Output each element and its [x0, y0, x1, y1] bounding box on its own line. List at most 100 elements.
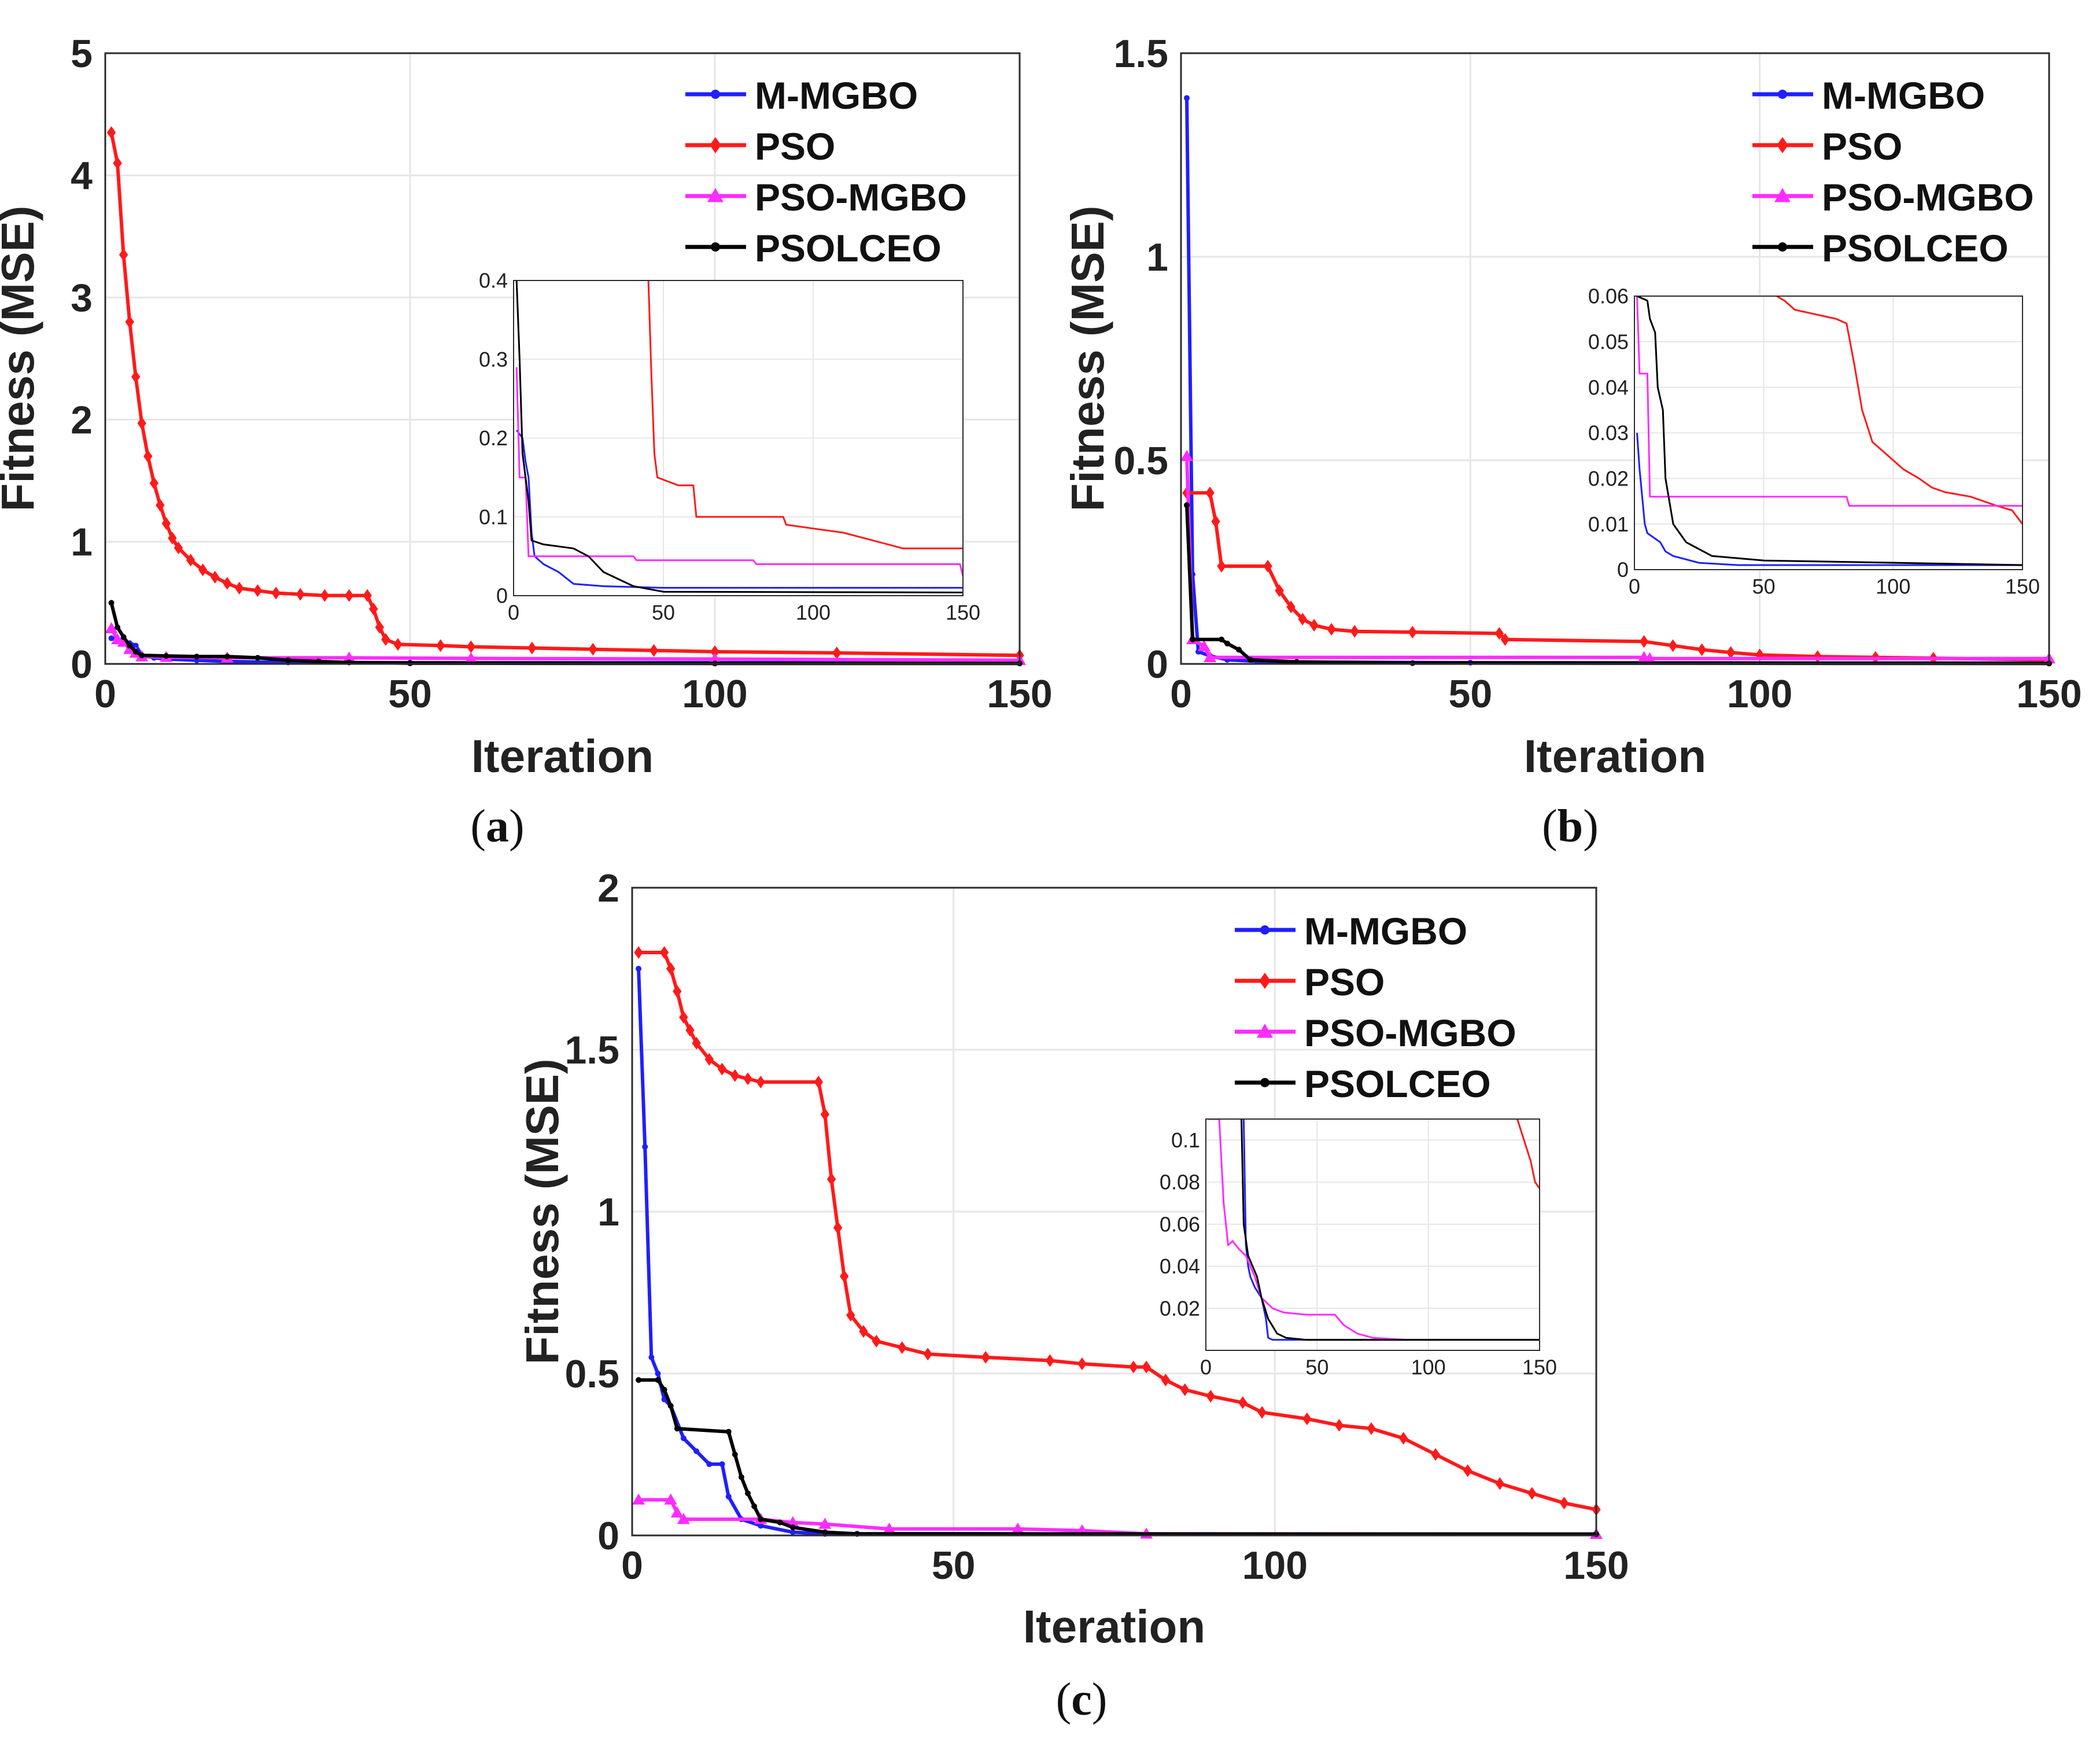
inset-y-tick-label: 0.04: [1160, 1254, 1200, 1278]
data-point-pso-mgbo: [1204, 651, 1217, 662]
data-point-pso: [1527, 1487, 1537, 1500]
data-point-psolceo: [655, 1377, 661, 1383]
x-tick-label: 100: [682, 672, 747, 716]
y-tick-label: 0.5: [564, 1352, 619, 1396]
data-point-psolceo: [108, 600, 115, 606]
data-point-psolceo: [732, 1452, 738, 1457]
data-point-psolceo: [127, 643, 133, 649]
inset-x-tick-label: 100: [1411, 1355, 1446, 1379]
data-point-psolceo: [758, 1516, 764, 1522]
caption-close-paren: ): [509, 801, 525, 852]
legend-marker-m-mgbo: [1778, 90, 1787, 99]
data-point-pso: [125, 315, 134, 328]
data-point-pso: [527, 641, 537, 655]
axes-frame: [104, 52, 1021, 665]
x-tick-label: 50: [1449, 672, 1493, 716]
legend-label-pso-mgbo: PSO-MGBO: [755, 176, 967, 219]
data-point-pso: [119, 248, 128, 261]
axes-frame: [1180, 52, 2050, 665]
data-point-pso: [161, 517, 171, 530]
y-axis-label: Fitness (MSE): [516, 1059, 568, 1365]
data-point-psolceo: [163, 653, 169, 659]
data-point-pso: [704, 1053, 714, 1066]
data-point-pso: [1206, 1390, 1215, 1403]
inset-series-line-pso-mgbo: [515, 367, 963, 577]
data-point-pso: [320, 589, 330, 602]
data-point-psolceo: [115, 624, 121, 630]
data-point-psolceo: [224, 653, 230, 660]
data-point-pso-mgbo: [883, 1522, 896, 1534]
legend-label-pso: PSO: [1304, 961, 1385, 1003]
data-point-pso: [1129, 1360, 1138, 1374]
inset-x-tick-label: 100: [796, 600, 831, 624]
data-point-pso: [253, 584, 263, 597]
data-point-pso: [375, 621, 384, 634]
data-point-m-mgbo: [132, 643, 139, 649]
legend-label-m-mgbo: M-MGBO: [1822, 74, 1985, 117]
axes-frame: [631, 887, 1597, 1537]
inset-y-tick-label: 0.03: [1588, 421, 1629, 445]
inset-y-tick-label: 0.02: [1160, 1297, 1200, 1320]
inset-series-group: [515, 280, 963, 593]
inset-y-tick-label: 0: [1617, 558, 1629, 582]
data-point-psolceo: [667, 1403, 674, 1409]
x-tick-label: 50: [932, 1544, 976, 1587]
data-point-psolceo: [636, 1377, 642, 1383]
series-line-psolceo: [109, 602, 1020, 666]
legend: M-MGBO PSO PSO-MGBO PSOLCEO: [1235, 910, 1516, 1105]
data-point-m-mgbo: [108, 635, 115, 641]
legend-label-pso-mgbo: PSO-MGBO: [1822, 176, 2034, 219]
inset-y-tick-label: 0.04: [1588, 375, 1629, 399]
y-tick-label: 0: [597, 1514, 619, 1558]
data-point-pso: [1367, 1422, 1376, 1435]
data-point-psolceo: [777, 1519, 783, 1526]
y-axis-label: Fitness (MSE): [0, 206, 43, 512]
caption-close-paren: ): [1092, 1674, 1108, 1725]
caption-open-paren: (: [1056, 1674, 1072, 1725]
data-point-pso: [814, 1076, 823, 1088]
x-tick-label: 150: [2016, 672, 2081, 716]
panel-caption: (a): [470, 801, 524, 852]
inset-series-line-psolceo: [1241, 1119, 1540, 1341]
data-point-pso: [1161, 1374, 1171, 1387]
data-point-pso: [271, 586, 281, 600]
caption-open-paren: (: [470, 801, 486, 852]
inset-a: 0 50 100 150 0 0.1 0.2 0.3 0.4: [479, 269, 980, 625]
data-point-m-mgbo: [758, 1523, 764, 1529]
inset-y-tick-label: 0.3: [479, 348, 508, 371]
data-point-pso: [679, 1011, 688, 1024]
data-point-pso: [826, 1173, 836, 1186]
data-point-psolceo: [132, 648, 139, 655]
data-point-pso: [1302, 1412, 1312, 1426]
inset-y-tick-label: 0.01: [1588, 512, 1629, 536]
legend-marker-pso-mgbo: [1257, 1024, 1273, 1038]
data-point-pso: [1463, 1464, 1472, 1477]
x-axis-label: Iteration: [1524, 730, 1707, 782]
data-point-pso: [186, 553, 195, 567]
data-point-pso: [859, 1325, 868, 1338]
data-point-pso: [833, 1221, 843, 1234]
data-point-pso: [1813, 650, 1822, 663]
y-tick-label: 3: [71, 276, 93, 320]
data-point-pso: [211, 571, 220, 584]
data-point-pso: [743, 1072, 752, 1086]
data-point-pso: [393, 638, 403, 651]
inset-axes-frame: [1205, 1118, 1540, 1351]
legend-marker-pso: [1259, 973, 1271, 989]
inset-y-tick-label: 0.06: [1160, 1212, 1200, 1236]
data-point-pso: [1639, 635, 1649, 648]
data-point-pso: [1559, 1497, 1569, 1509]
data-point-m-mgbo: [693, 1448, 700, 1454]
inset-x-tick-label: 100: [1876, 574, 1910, 598]
inset-plot-area: [1206, 1119, 1540, 1350]
data-point-pso: [1327, 623, 1336, 636]
data-point-m-mgbo: [706, 1461, 713, 1467]
legend-marker-psolceo: [1260, 1078, 1269, 1087]
data-point-pso: [168, 531, 177, 545]
data-point-pso: [1275, 584, 1284, 597]
data-point-pso: [235, 582, 244, 595]
data-point-pso: [1431, 1448, 1440, 1461]
legend-label-m-mgbo: M-MGBO: [755, 74, 918, 117]
data-point-pso: [872, 1335, 881, 1347]
data-point-pso-mgbo: [670, 1506, 684, 1518]
